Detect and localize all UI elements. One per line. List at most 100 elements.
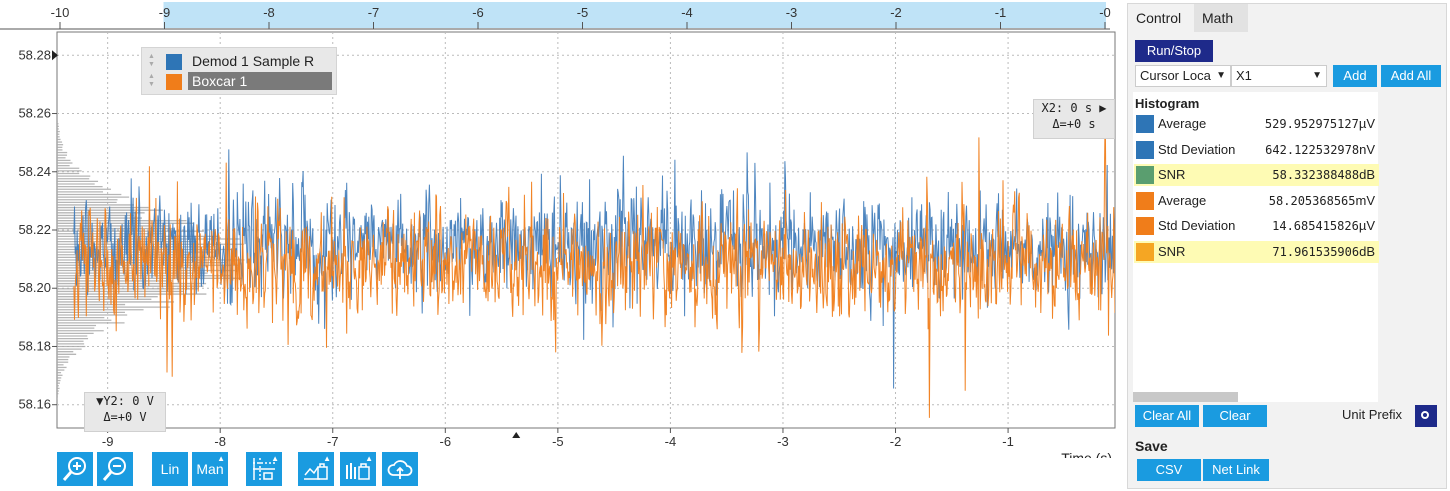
zoom-out-button[interactable] bbox=[97, 452, 133, 486]
row-value-unit: µV bbox=[1358, 116, 1375, 131]
chevron-down-icon: ▼ bbox=[1312, 70, 1322, 81]
y-tick-label: 58.20 bbox=[18, 280, 51, 295]
y-tick-label: 58.22 bbox=[18, 222, 51, 237]
overview-tick-label: -3 bbox=[786, 5, 798, 20]
x-tick-label: -6 bbox=[440, 434, 452, 449]
row-value-number: 14.685415826 bbox=[1272, 219, 1359, 233]
time-plot[interactable]: -9 -8 -7 -6 -5 -4 -3 -2 -1 58.28 58.26 58.24 58.22 58… bbox=[0, 30, 1125, 458]
overview-tick-label: -7 bbox=[368, 5, 380, 20]
triangle-up-icon: ▲ bbox=[217, 454, 225, 463]
legend-label: Boxcar 1 bbox=[188, 72, 332, 90]
series-line-boxcar bbox=[73, 107, 1115, 418]
legend-item-demod[interactable]: ▲ ▼ Demod 1 Sample R bbox=[148, 51, 334, 71]
net-link-button[interactable]: Net Link bbox=[1203, 459, 1269, 481]
chevron-down-icon: ▼ bbox=[1216, 70, 1226, 81]
export-data-button[interactable]: ▲ bbox=[340, 452, 376, 486]
row-value-unit: µV bbox=[1358, 218, 1375, 233]
unit-prefix-toggle[interactable] bbox=[1415, 405, 1437, 427]
cursor-select[interactable]: X1 ▼ bbox=[1231, 65, 1327, 87]
legend-swatch bbox=[166, 54, 182, 70]
histogram-row[interactable]: Std Deviation 642.122532978nV bbox=[1134, 139, 1379, 161]
y2-label: Y2: 0 V bbox=[103, 394, 154, 408]
row-color-swatch bbox=[1136, 166, 1154, 184]
legend-item-boxcar[interactable]: ▲ ▼ Boxcar 1 bbox=[148, 71, 334, 91]
cursor-math-button[interactable]: ▲ bbox=[246, 452, 282, 486]
overview-tick-label: -5 bbox=[577, 5, 589, 20]
row-color-swatch bbox=[1136, 140, 1154, 159]
overview-bar[interactable]: -10 -9 -8 -7 -6 -5 -4 -3 -2 -1 -0 bbox=[0, 0, 1120, 30]
cloud-upload-button[interactable] bbox=[382, 452, 418, 486]
histogram-row[interactable]: Std Deviation 14.685415826µV bbox=[1134, 215, 1379, 237]
overview-axis[interactable]: -10 -9 -8 -7 -6 -5 -4 -3 -2 -1 -0 bbox=[0, 0, 1120, 30]
row-label: SNR bbox=[1158, 167, 1186, 182]
csv-button[interactable]: CSV bbox=[1137, 459, 1201, 481]
add-all-button[interactable]: Add All bbox=[1381, 65, 1441, 87]
lin-label: Lin bbox=[160, 461, 180, 477]
x-tick-label: -9 bbox=[102, 434, 114, 449]
row-label: Std Deviation bbox=[1158, 218, 1236, 233]
x-tick-label: -8 bbox=[214, 434, 226, 449]
x2-label: X2: 0 s bbox=[1041, 101, 1093, 115]
reorder-arrows-icon[interactable]: ▲ ▼ bbox=[148, 73, 155, 88]
triangle-up-icon: ▲ bbox=[323, 454, 331, 463]
triangle-up-icon: ▲ bbox=[271, 454, 279, 463]
overview-tick-label: -4 bbox=[681, 5, 693, 20]
lin-scale-button[interactable]: Lin bbox=[152, 452, 188, 486]
row-color-swatch bbox=[1136, 242, 1154, 261]
x2-cursor-readout[interactable]: X2: 0 s ▶ Δ=+0 s bbox=[1033, 99, 1115, 139]
horizontal-scrollbar[interactable] bbox=[1133, 392, 1238, 402]
overview-tick-label: -0 bbox=[1099, 5, 1111, 20]
overview-tick-label: -2 bbox=[890, 5, 902, 20]
row-value-unit: dB bbox=[1359, 243, 1375, 259]
row-value: 14.685415826µV bbox=[1272, 215, 1375, 237]
save-plot-icon bbox=[304, 463, 328, 480]
overview-tick-label: -10 bbox=[51, 5, 70, 20]
cursor-location-select[interactable]: Cursor Loca ▼ bbox=[1135, 65, 1231, 87]
math-panel[interactable]: Control Math Run/Stop Cursor Loca ▼ X1 ▼… bbox=[1127, 3, 1447, 489]
cursor-location-value: Cursor Loca bbox=[1140, 68, 1211, 83]
histogram-row[interactable]: Average 529.952975127µV bbox=[1134, 113, 1379, 135]
row-label: Average bbox=[1158, 192, 1207, 208]
y-cursor-marker[interactable] bbox=[52, 50, 58, 61]
histogram-row[interactable]: SNR 71.961535906dB bbox=[1134, 240, 1379, 263]
y-tick-label: 58.26 bbox=[18, 106, 51, 121]
row-value-number: 529.952975127 bbox=[1264, 117, 1359, 131]
row-value-unit: mV bbox=[1355, 192, 1376, 208]
x-tick-label: -4 bbox=[665, 434, 677, 449]
histogram-title: Histogram bbox=[1135, 96, 1200, 111]
row-value-number: 642.122532978 bbox=[1265, 142, 1360, 157]
run-stop-button[interactable]: Run/Stop bbox=[1135, 40, 1213, 62]
overview-tick-label: -1 bbox=[995, 5, 1007, 20]
row-value-number: 58.332388488 bbox=[1272, 168, 1360, 182]
row-label: Std Deviation bbox=[1158, 141, 1236, 157]
y-tick-label: 58.16 bbox=[18, 397, 51, 412]
tab-control[interactable]: Control bbox=[1128, 4, 1200, 32]
manual-scale-button[interactable]: Man ▲ bbox=[192, 452, 228, 486]
add-button[interactable]: Add bbox=[1333, 65, 1377, 87]
save-title: Save bbox=[1135, 438, 1168, 454]
zoom-out-icon bbox=[102, 457, 126, 481]
tab-math[interactable]: Math bbox=[1194, 4, 1248, 32]
legend-swatch bbox=[166, 74, 182, 90]
row-value: 58.332388488dB bbox=[1272, 164, 1375, 186]
legend-label: Demod 1 Sample R bbox=[192, 53, 315, 69]
histogram-row[interactable]: SNR 58.332388488dB bbox=[1134, 164, 1379, 186]
legend[interactable]: ▲ ▼ Demod 1 Sample R ▲ ▼ Boxcar 1 bbox=[141, 47, 337, 95]
zoom-in-button[interactable] bbox=[57, 452, 93, 486]
overview-window[interactable] bbox=[163, 2, 1107, 28]
histogram-row[interactable]: Average 58.205368565mV bbox=[1134, 190, 1379, 212]
clear-button[interactable]: Clear bbox=[1203, 405, 1267, 427]
reorder-arrows-icon[interactable]: ▲ ▼ bbox=[148, 53, 155, 68]
x-cursor-marker[interactable] bbox=[512, 432, 521, 438]
row-value: 529.952975127µV bbox=[1265, 113, 1375, 135]
unit-prefix-label: Unit Prefix bbox=[1342, 407, 1402, 422]
cursor-select-value: X1 bbox=[1236, 68, 1252, 83]
x-axis-label: Time (s) bbox=[1061, 450, 1112, 458]
row-label: SNR bbox=[1158, 243, 1186, 259]
clear-all-button[interactable]: Clear All bbox=[1135, 405, 1199, 427]
row-value: 642.122532978nV bbox=[1265, 139, 1375, 161]
plot-area[interactable]: -9 -8 -7 -6 -5 -4 -3 -2 -1 58.28 58.26 58.24 58.22 58… bbox=[0, 30, 1125, 458]
x-tick-label: -3 bbox=[777, 434, 789, 449]
y2-cursor-readout[interactable]: ▼Y2: 0 V Δ=+0 V bbox=[84, 392, 166, 432]
save-plot-button[interactable]: ▲ bbox=[298, 452, 334, 486]
